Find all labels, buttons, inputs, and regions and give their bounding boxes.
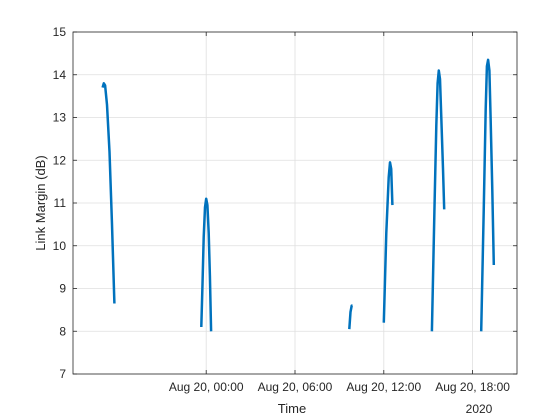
y-tick-label: 9 xyxy=(59,282,66,296)
x-tick-label: Aug 20, 06:00 xyxy=(258,380,333,394)
x-tick-label: Aug 20, 12:00 xyxy=(346,380,421,394)
y-tick-label: 13 xyxy=(53,111,67,125)
x-axis-title: Time xyxy=(278,401,306,416)
series-line-segment xyxy=(430,69,446,332)
series-line-segment xyxy=(348,304,353,330)
series-layer xyxy=(101,58,496,332)
y-tick-label: 8 xyxy=(59,324,66,338)
y-tick-label: 11 xyxy=(54,196,67,210)
y-axis-title: Link Margin (dB) xyxy=(33,155,48,250)
series-line-segment xyxy=(479,58,496,332)
y-tick-label: 15 xyxy=(53,25,67,39)
axes: 7 8 9 10 11 12 13 14 15 Aug 20, 00:00 Aug 20, 06:0… xyxy=(53,25,517,394)
x-tick-label: Aug 20, 00:00 xyxy=(169,380,244,394)
series-line-segment xyxy=(382,161,394,323)
y-tick-label: 12 xyxy=(53,153,67,167)
series-line-segment xyxy=(101,82,116,304)
x-tick-label: Aug 20, 18:00 xyxy=(435,380,510,394)
y-tick-label: 7 xyxy=(59,367,66,381)
y-tick-label: 14 xyxy=(53,68,67,82)
x-axis-secondary-label: 2020 xyxy=(466,402,493,416)
series-line-segment xyxy=(200,197,213,332)
y-tick-label: 10 xyxy=(53,239,67,253)
